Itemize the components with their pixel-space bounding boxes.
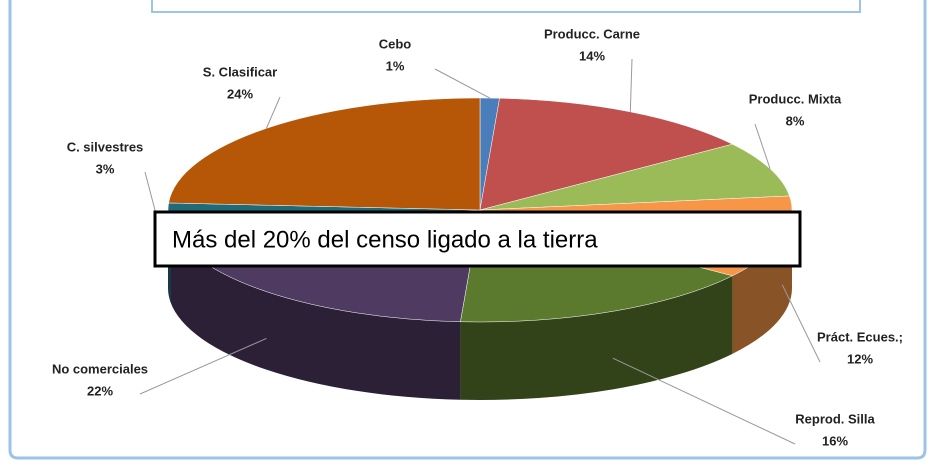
slice-side — [170, 224, 461, 400]
category-label: Reprod. Silla — [795, 411, 875, 426]
value-label: 8% — [786, 113, 805, 128]
value-label: 3% — [96, 161, 115, 176]
category-label: C. silvestres — [67, 139, 144, 154]
leader-line — [612, 357, 796, 445]
value-label: 22% — [87, 383, 113, 398]
slice — [479, 97, 734, 211]
leader-line — [754, 123, 771, 169]
value-label: 14% — [579, 48, 605, 63]
annotation-box — [153, 210, 802, 268]
frame — [8, 0, 927, 460]
annotation: Más del 20% del censo ligado a la tierra — [172, 226, 598, 253]
leader-line — [265, 96, 281, 129]
leader-line — [434, 68, 491, 99]
value-label: 12% — [847, 351, 873, 366]
slice-side — [460, 275, 733, 400]
category-label: S. Clasificar — [203, 64, 277, 79]
category-label: Producc. Mixta — [749, 91, 842, 106]
category-label: Producc. Carne — [544, 26, 640, 41]
slice — [168, 97, 481, 211]
value-label: 16% — [822, 433, 848, 448]
value-label: 24% — [227, 86, 253, 101]
labels: Cebo 1% Producc. Carne 14% Producc. Mixta 8% P… — [52, 26, 903, 448]
category-label: No comerciales — [52, 361, 148, 376]
value-label: 1% — [386, 58, 405, 73]
leader-line — [629, 58, 633, 112]
category-label: Práct. Ecues.; — [817, 329, 903, 344]
leader-line — [781, 284, 821, 363]
title-box — [151, 0, 861, 13]
leader-line — [139, 337, 267, 395]
category-label: Cebo — [379, 36, 412, 51]
